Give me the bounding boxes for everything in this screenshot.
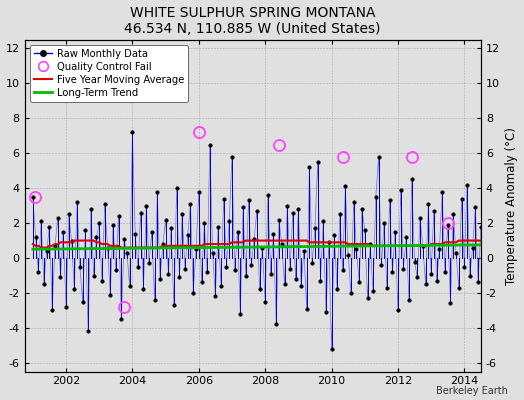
Y-axis label: Temperature Anomaly (°C): Temperature Anomaly (°C) xyxy=(506,127,518,284)
Text: Berkeley Earth: Berkeley Earth xyxy=(436,386,508,396)
Title: WHITE SULPHUR SPRING MONTANA
46.534 N, 110.885 W (United States): WHITE SULPHUR SPRING MONTANA 46.534 N, 1… xyxy=(125,6,381,36)
Legend: Raw Monthly Data, Quality Control Fail, Five Year Moving Average, Long-Term Tren: Raw Monthly Data, Quality Control Fail, … xyxy=(29,45,188,102)
